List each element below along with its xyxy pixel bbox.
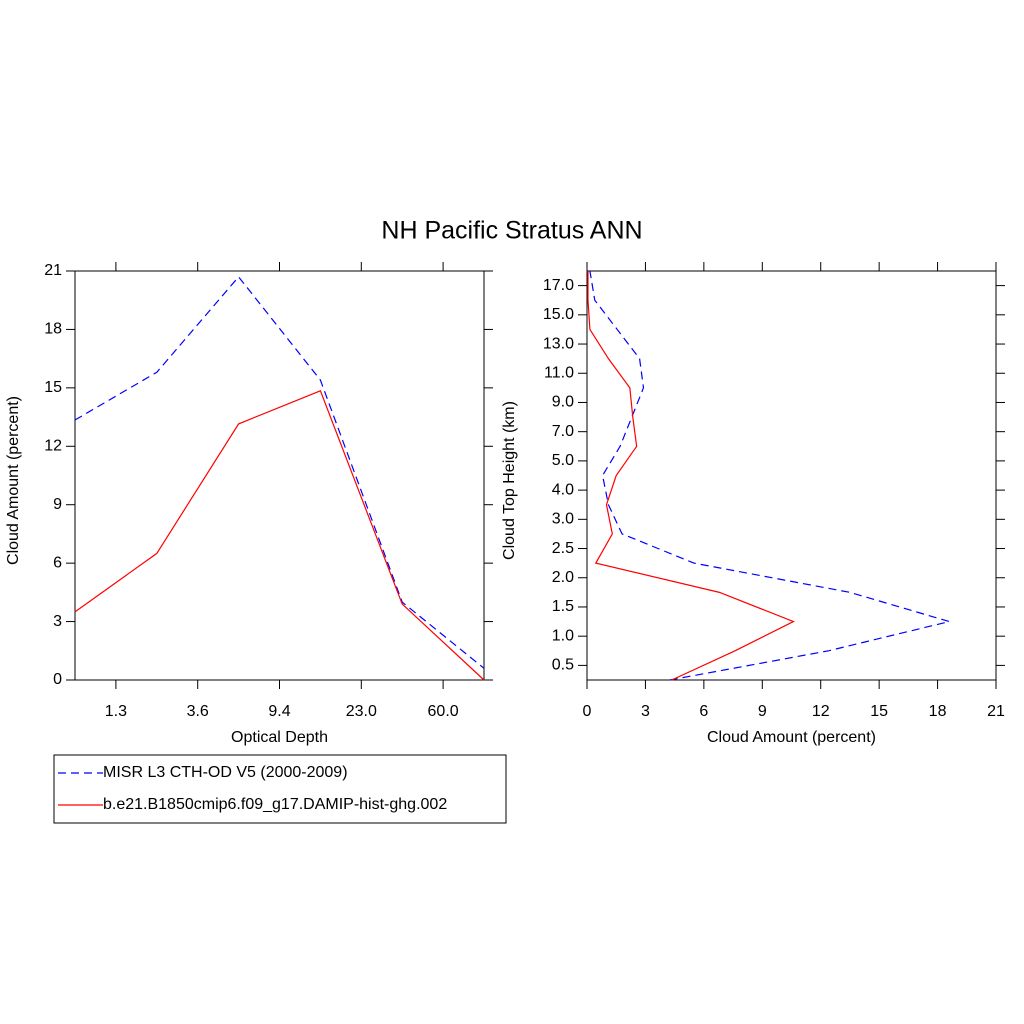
x-tick-label: 6 (699, 703, 708, 720)
x-tick-label: 9.4 (268, 703, 290, 720)
y-tick-label: 1.5 (552, 598, 574, 615)
x-tick-label: 60.0 (428, 703, 459, 720)
x-tick-label: 15 (870, 703, 888, 720)
series-line (74, 389, 485, 681)
x-axis-label: Cloud Amount (percent) (707, 729, 876, 746)
y-tick-label: 18 (44, 321, 62, 338)
y-tick-label: 2.0 (552, 569, 574, 586)
x-tick-label: 3.6 (187, 703, 209, 720)
y-tick-label: 0 (53, 671, 62, 688)
x-axis-label: Optical Depth (231, 729, 328, 746)
legend-label: b.e21.B1850cmip6.f09_g17.DAMIP-hist-ghg.… (103, 796, 447, 813)
y-tick-label: 15 (44, 379, 62, 396)
y-tick-label: 13.0 (543, 335, 574, 352)
y-tick-label: 15.0 (543, 306, 574, 323)
y-tick-label: 3.0 (552, 511, 574, 528)
legend-label: MISR L3 CTH-OD V5 (2000-2009) (103, 764, 348, 781)
series-line (589, 270, 952, 681)
y-tick-label: 17.0 (543, 277, 574, 294)
y-axis-label: Cloud Amount (percent) (5, 396, 22, 565)
chart-title: NH Pacific Stratus ANN (381, 217, 642, 245)
y-tick-label: 1.0 (552, 627, 574, 644)
y-tick-label: 6 (53, 554, 62, 571)
x-tick-label: 18 (929, 703, 947, 720)
y-tick-label: 3 (53, 613, 62, 630)
series-line (74, 275, 485, 669)
plot-frame (586, 270, 997, 681)
x-tick-label: 0 (583, 703, 592, 720)
y-tick-label: 12 (44, 438, 62, 455)
series-line (587, 271, 795, 681)
x-tick-label: 23.0 (346, 703, 377, 720)
x-tick-label: 1.3 (105, 703, 127, 720)
y-tick-label: 21 (44, 262, 62, 279)
y-tick-label: 0.5 (552, 657, 574, 674)
x-tick-label: 12 (812, 703, 830, 720)
y-tick-label: 9.0 (552, 394, 574, 411)
y-tick-label: 4.0 (552, 481, 574, 498)
y-tick-label: 9 (53, 496, 62, 513)
legend-box (53, 754, 507, 824)
y-tick-label: 7.0 (552, 423, 574, 440)
y-axis-label: Cloud Top Height (km) (501, 401, 518, 560)
x-tick-label: 3 (641, 703, 650, 720)
y-tick-label: 5.0 (552, 452, 574, 469)
y-tick-label: 11.0 (544, 364, 574, 381)
x-tick-label: 9 (758, 703, 767, 720)
x-tick-label: 21 (987, 703, 1005, 720)
y-tick-label: 2.5 (552, 540, 574, 557)
